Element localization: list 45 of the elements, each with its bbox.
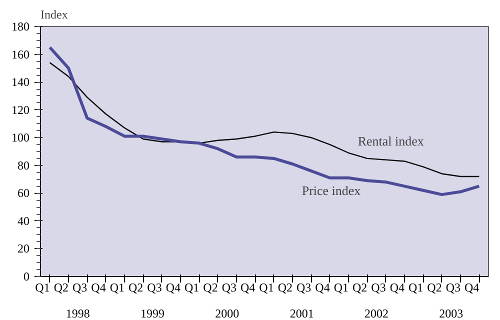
- x-tick-label: Q4: [464, 280, 480, 294]
- y-tick-label: 100: [12, 130, 30, 145]
- y-tick-label: 120: [12, 102, 30, 117]
- x-tick-label: Q2: [352, 280, 368, 294]
- x-tick-label: Q4: [315, 280, 330, 294]
- text: 2002: [364, 306, 388, 320]
- x-tick-label: Q2: [54, 280, 69, 294]
- x-tick-label: Q4: [240, 280, 256, 294]
- text: 2003: [439, 306, 464, 320]
- y-tick-label: 160: [12, 47, 30, 62]
- x-tick-label: Q2: [203, 280, 218, 294]
- y-tick-label: 80: [18, 158, 30, 172]
- text: 1998: [66, 306, 90, 320]
- y-tick-label: 40: [18, 214, 30, 228]
- x-tick-label: Q3: [222, 280, 237, 294]
- x-tick-label: Q4: [390, 280, 405, 294]
- x-tick-label: Q1: [334, 280, 349, 294]
- text: 2000: [215, 306, 240, 320]
- text: 1999: [140, 306, 164, 320]
- x-tick-label: Q4: [91, 280, 106, 294]
- y-tick-label: 0: [24, 270, 30, 284]
- x-tick-label: Q3: [371, 280, 386, 294]
- series-label: Price index: [302, 182, 362, 198]
- x-tick-label: Q1: [184, 280, 200, 294]
- line-series: [49, 62, 480, 178]
- y-tick-label: 140: [12, 75, 30, 90]
- x-tick-label: Q2: [128, 280, 144, 294]
- x-tick-label: Q1: [110, 280, 125, 294]
- x-tick-label: Q1: [259, 280, 274, 294]
- y-tick-label: 20: [18, 242, 30, 256]
- y-axis-title: Index: [40, 8, 68, 22]
- y-tick-label: 60: [18, 186, 30, 200]
- x-tick-label: Q1: [35, 280, 50, 294]
- series-label: Rental index: [358, 133, 424, 148]
- x-tick-label: Q3: [147, 280, 162, 294]
- x-tick-label: Q3: [72, 280, 88, 294]
- x-tick-label: Q3: [296, 280, 312, 294]
- line-series: [48, 46, 481, 196]
- text: 2001: [290, 306, 314, 320]
- y-tick-label: 180: [12, 20, 30, 34]
- x-tick-label: Q2: [278, 280, 293, 294]
- x-tick-label: Q3: [446, 280, 461, 294]
- x-tick-label: Q2: [427, 280, 442, 294]
- x-tick-label: Q1: [408, 280, 424, 294]
- x-tick-label: Q4: [166, 280, 181, 294]
